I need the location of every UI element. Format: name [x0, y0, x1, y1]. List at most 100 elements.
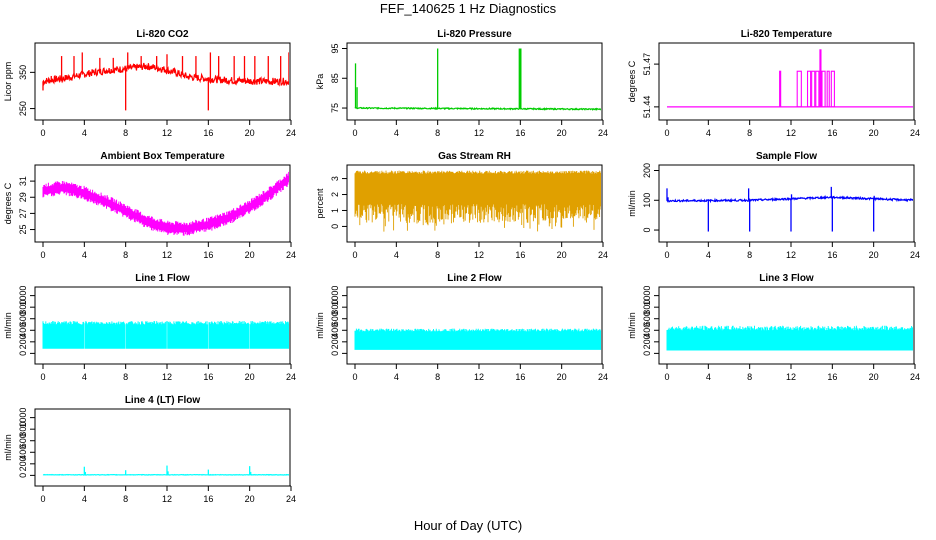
- x-tick-label: 24: [910, 250, 920, 260]
- y-axis-label: percent: [315, 188, 325, 219]
- y-tick-label: 1000: [330, 286, 340, 306]
- y-tick-label: 2: [330, 192, 340, 197]
- x-tick-label: 20: [557, 128, 567, 138]
- y-tick-label: 200: [642, 163, 652, 178]
- y-axis-label: ml/min: [3, 312, 13, 339]
- x-tick-label: 20: [869, 372, 879, 382]
- x-tick-label: 24: [598, 250, 608, 260]
- x-tick-label: 4: [706, 128, 711, 138]
- y-tick-label: 3: [330, 176, 340, 181]
- chart-panel-ambient_temp: Ambient Box Temperature degrees C 0 4 8 12 16 2…: [3, 151, 296, 260]
- y-tick-label: 0: [330, 351, 340, 356]
- y-axis-label: degrees C: [3, 182, 13, 224]
- panel-title: Line 4 (LT) Flow: [125, 395, 201, 406]
- series-band: [354, 170, 601, 232]
- y-tick-label: 600: [642, 311, 652, 326]
- y-tick-label: 800: [18, 422, 28, 437]
- x-tick-label: 8: [123, 250, 128, 260]
- y-axis-label: ml/min: [627, 312, 637, 339]
- x-tick-label: 4: [394, 250, 399, 260]
- x-tick-label: 4: [82, 494, 87, 504]
- panel-title: Sample Flow: [756, 151, 817, 162]
- y-axis-label: degrees C: [627, 60, 637, 102]
- x-tick-label: 20: [869, 128, 879, 138]
- series-band: [354, 328, 601, 350]
- y-tick-label: 0: [642, 228, 652, 233]
- y-tick-label: 51.44: [642, 96, 652, 119]
- x-tick-label: 4: [706, 372, 711, 382]
- x-tick-label: 4: [82, 250, 87, 260]
- x-tick-label: 20: [245, 494, 255, 504]
- y-tick-label: 800: [18, 300, 28, 315]
- data-series: [666, 325, 913, 351]
- plot-frame: [658, 42, 915, 121]
- x-tick-label: 4: [82, 372, 87, 382]
- x-tick-label: 24: [286, 128, 296, 138]
- chart-panel-sample_flow: Sample Flow ml/min 0 4 8 12 16 20 24 0 100 200: [627, 151, 920, 260]
- panel-title: Line 2 Flow: [447, 273, 502, 284]
- x-tick-label: 24: [286, 372, 296, 382]
- x-tick-label: 16: [203, 128, 213, 138]
- y-tick-label: 0: [642, 351, 652, 356]
- pulse: [796, 70, 802, 108]
- x-tick-label: 16: [203, 494, 213, 504]
- x-tick-label: 8: [435, 372, 440, 382]
- y-tick-label: 600: [18, 433, 28, 448]
- y-tick-label: 0: [330, 224, 340, 229]
- y-tick-label: 250: [18, 101, 28, 116]
- x-tick-label: 16: [827, 372, 837, 382]
- chart-panel-line1: Line 1 Flow ml/min 0 4 8 12 16 20 24 0 20040060080…: [3, 273, 296, 382]
- x-tick-label: 0: [352, 128, 357, 138]
- pulse: [815, 70, 820, 108]
- x-tick-label: 20: [557, 250, 567, 260]
- y-tick-label: 75: [330, 103, 340, 113]
- chart-panel-pressure: Li-820 Pressure kPa 0 4 8 12 16 20 24 75 85 95: [315, 29, 608, 138]
- panel-title: Li-820 Pressure: [437, 29, 512, 40]
- data-series: [42, 52, 289, 111]
- y-tick-label: 400: [330, 323, 340, 338]
- x-tick-label: 12: [162, 494, 172, 504]
- panel-title: Li-820 CO2: [136, 29, 189, 40]
- panel-title: Line 1 Flow: [135, 273, 190, 284]
- x-tick-label: 4: [394, 128, 399, 138]
- data-series: [354, 328, 601, 350]
- series-band: [42, 171, 289, 236]
- x-tick-label: 24: [286, 494, 296, 504]
- x-tick-label: 4: [706, 250, 711, 260]
- x-tick-label: 4: [82, 128, 87, 138]
- y-tick-label: 200: [18, 334, 28, 349]
- x-tick-label: 0: [40, 494, 45, 504]
- x-tick-label: 12: [162, 128, 172, 138]
- x-tick-label: 20: [245, 128, 255, 138]
- pulse: [819, 49, 822, 108]
- x-tick-label: 20: [245, 372, 255, 382]
- x-tick-label: 12: [474, 128, 484, 138]
- x-tick-label: 8: [747, 372, 752, 382]
- y-tick-label: 800: [642, 300, 652, 315]
- y-axis-label: ml/min: [627, 190, 637, 217]
- plot-frame: [658, 164, 915, 243]
- y-tick-label: 350: [18, 65, 28, 80]
- x-tick-label: 12: [786, 372, 796, 382]
- plot-frame: [346, 286, 603, 365]
- y-tick-label: 0: [18, 473, 28, 478]
- y-tick-label: 29: [18, 192, 28, 202]
- y-axis-label: kPa: [315, 74, 325, 90]
- y-tick-label: 25: [18, 225, 28, 235]
- x-axis-caption: Hour of Day (UTC): [413, 518, 523, 533]
- x-tick-label: 0: [40, 250, 45, 260]
- x-tick-label: 12: [162, 372, 172, 382]
- x-tick-label: 12: [474, 372, 484, 382]
- x-tick-label: 0: [352, 250, 357, 260]
- pulse: [779, 70, 782, 108]
- data-series: [667, 49, 913, 108]
- x-tick-label: 4: [394, 372, 399, 382]
- series-line: [354, 106, 601, 111]
- y-tick-label: 27: [18, 208, 28, 218]
- chart-panel-co2: Li-820 CO2 Licor ppm 0 4 8 12 16 20 24 250 350: [3, 29, 296, 138]
- x-tick-label: 20: [869, 250, 879, 260]
- series-band: [42, 321, 289, 349]
- data-series: [354, 48, 601, 111]
- x-tick-label: 0: [40, 372, 45, 382]
